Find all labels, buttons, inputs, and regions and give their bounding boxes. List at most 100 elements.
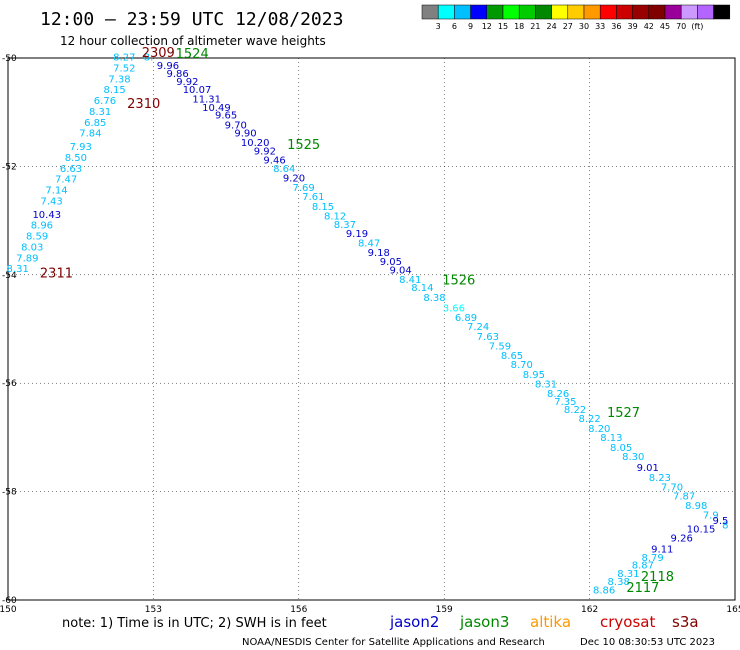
scale-swatch [567, 4, 585, 20]
wave-height-point: 9.18 [368, 248, 390, 259]
scale-label: 24 [547, 22, 557, 31]
wave-height-point: 9.26 [671, 533, 693, 544]
wave-height-point: 7.70 [661, 483, 683, 494]
wave-height-point: 7.9 [703, 511, 719, 522]
scale-swatch [648, 4, 666, 20]
wave-height-point: 10.20 [241, 138, 270, 149]
wave-height-point: 8.41 [399, 275, 421, 286]
wave-height-point: 7.43 [40, 196, 62, 207]
wave-height-point: 8.31 [535, 380, 557, 391]
wave-height-point: 9.11 [651, 544, 673, 555]
wave-height-point: 8.87 [632, 561, 654, 572]
scale-swatch [713, 4, 731, 20]
wave-height-point: 9.96 [157, 61, 179, 72]
chart-title: 12:00 – 23:59 UTC 12/08/2023 [40, 9, 343, 30]
wave-height-point: 9.20 [283, 174, 305, 185]
scale-swatch [680, 4, 698, 20]
satellite-name: s3a [672, 613, 699, 631]
wave-height-point: 9.90 [234, 129, 256, 140]
wave-height-point: 8.13 [600, 433, 622, 444]
wave-height-point: 6.76 [94, 96, 116, 107]
scale-swatch [502, 4, 520, 20]
wave-height-point: 10.15 [687, 524, 716, 535]
wave-height-point: 8 [722, 520, 728, 531]
wave-height-point: 9.46 [263, 156, 285, 167]
scale-label: 70 [676, 22, 686, 31]
scale-label: 30 [579, 22, 589, 31]
wave-height-point: 7.52 [113, 64, 135, 75]
wave-height-point: 6.63 [60, 164, 82, 175]
scale-swatch [486, 4, 504, 20]
wave-height-point: 11.31 [192, 94, 221, 105]
scale-label: 45 [660, 22, 670, 31]
y-tick-label: -56 [2, 379, 17, 389]
y-tick-label: -54 [2, 271, 17, 281]
y-tick-label: -52 [2, 162, 17, 172]
scale-label: 15 [498, 22, 508, 31]
wave-height-point: 8.26 [547, 389, 569, 400]
pass-label: 2309 [142, 46, 175, 61]
wave-height-point: 7.24 [467, 322, 489, 333]
satellite-name: jason2 [389, 613, 439, 631]
scale-swatch [616, 4, 633, 20]
wave-height-point: 7.61 [302, 192, 324, 203]
chart-subtitle: 12 hour collection of altimeter wave hei… [60, 34, 326, 48]
scale-swatch [664, 4, 682, 20]
footer-note: note: 1) Time is in UTC; 2) SWH is in fe… [62, 616, 327, 631]
wave-height-point: 9.04 [389, 266, 411, 277]
scale-swatch [454, 4, 471, 20]
wave-height-point: 7.38 [108, 74, 130, 85]
y-tick-label: -50 [2, 54, 17, 64]
satellite-name: jason3 [459, 613, 509, 631]
wave-height-point: 8.98 [685, 501, 707, 512]
wave-height-point: 7.89 [16, 253, 38, 264]
wave-height-point: 8.50 [65, 153, 87, 164]
scale-swatch [535, 4, 552, 20]
wave-height-point: 8.47 [358, 239, 380, 250]
satellite-name: cryosat [600, 613, 655, 631]
scale-label: 3 [436, 22, 441, 31]
wave-height-point: 8.86 [593, 585, 615, 596]
wave-height-point: 7.69 [293, 183, 315, 194]
wave-height-point: 9.65 [215, 111, 237, 122]
pass-label: 2118 [641, 570, 674, 585]
wave-height-point: 8.22 [564, 405, 586, 416]
x-tick-label: 159 [436, 605, 453, 615]
pass-label: 2117 [626, 581, 659, 596]
pass-label: 2310 [127, 97, 160, 112]
satellite-legend: jason2 jason3 altika cryosat s3a [389, 613, 699, 631]
scale-label: (ft) [691, 22, 703, 31]
scale-swatch [697, 4, 714, 20]
wave-height-point: 8.30 [622, 452, 644, 463]
wave-height-point: 6.89 [455, 313, 477, 324]
wave-height-point: 9.5 [713, 516, 729, 527]
scale-swatch [551, 4, 569, 20]
wave-height-point: 8.79 [641, 553, 663, 564]
color-scale-legend: 3 6 9 12 15 18 21 24 27 30 33 36 39 42 45 70 (ft) [421, 4, 731, 31]
pass-label: 1527 [607, 406, 640, 421]
wave-height-point: 8.38 [608, 577, 630, 588]
pass-label: 2311 [40, 267, 73, 282]
scale-swatch [421, 4, 439, 20]
wave-height-point: 8.31 [7, 264, 29, 275]
wave-height-point: 6.85 [84, 118, 106, 129]
scale-swatch [437, 4, 455, 20]
wave-height-point: 3.66 [443, 304, 465, 315]
wave-height-point: 9.92 [176, 77, 198, 88]
x-tick-label: 165 [726, 605, 740, 615]
pass-label: 1526 [442, 274, 475, 289]
wave-height-point: 9.70 [225, 120, 247, 131]
x-tick-label: 156 [290, 605, 307, 615]
plot-area: 150 153 156 159 162 165 -50 -52 -54 -56 -58 -60 8.27… [0, 46, 740, 615]
wave-height-point: 7.93 [70, 142, 92, 153]
wave-height-point: 8.95 [523, 370, 545, 381]
scale-label: 21 [530, 22, 540, 31]
wave-height-point: 8.05 [610, 443, 632, 454]
scale-swatch [583, 4, 601, 20]
wave-height-point: 8.22 [578, 414, 600, 425]
wave-height-point: 7.59 [489, 342, 511, 353]
wave-height-point: 8.23 [649, 473, 671, 484]
wave-height-point: 7.47 [55, 175, 77, 186]
footer-credit: NOAA/NESDIS Center for Satellite Applica… [242, 637, 545, 648]
